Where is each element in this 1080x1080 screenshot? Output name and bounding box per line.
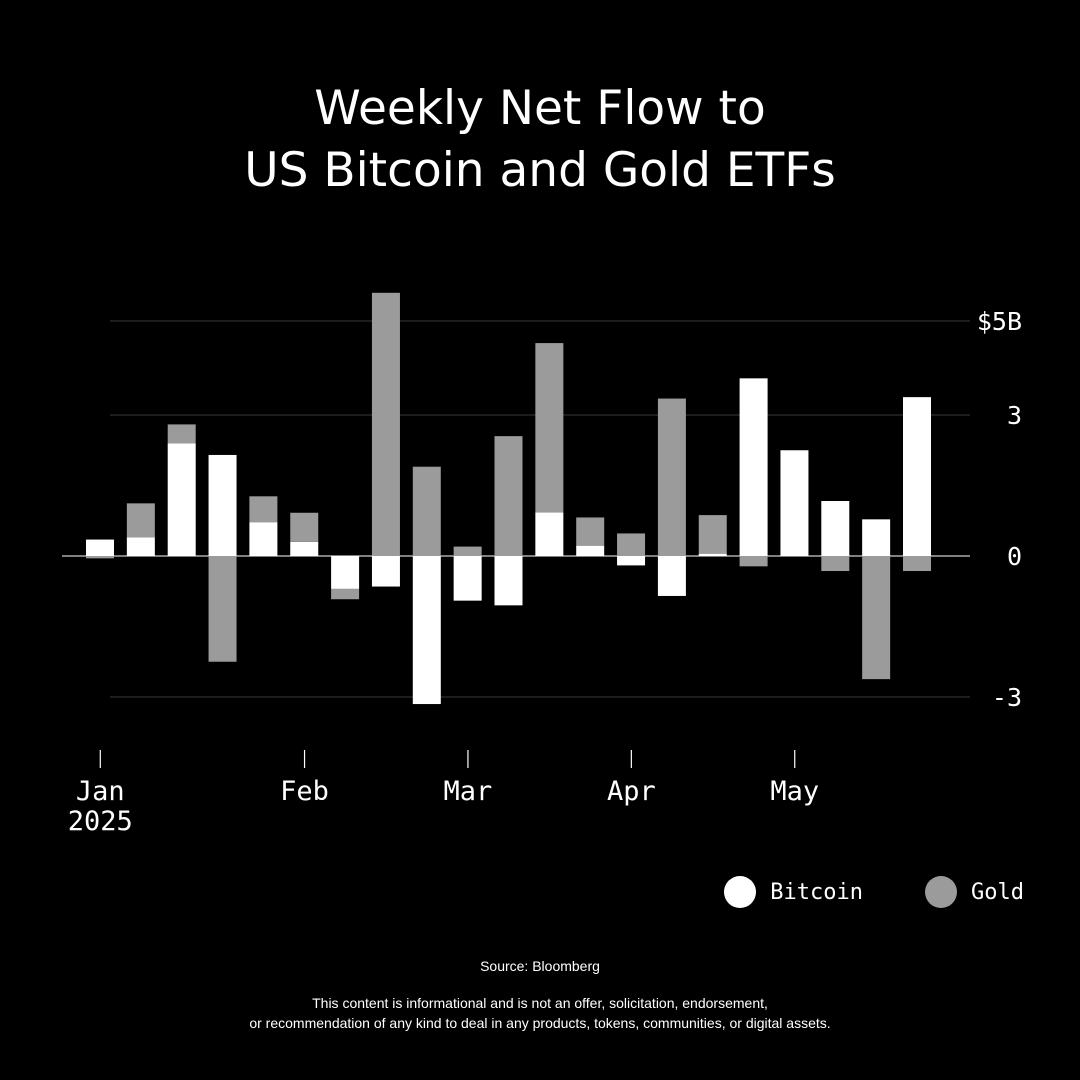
bar-gold-14 xyxy=(657,398,686,556)
legend-item-bitcoin: Bitcoin xyxy=(724,876,863,908)
bar-bitcoin-6 xyxy=(331,556,360,589)
bar-gold-15 xyxy=(698,515,727,554)
disclaimer: This content is informational and is not… xyxy=(0,993,1080,1033)
bar-gold-20 xyxy=(903,556,931,572)
disclaimer-line-2: or recommendation of any kind to deal in… xyxy=(249,1015,831,1031)
bar-bitcoin-11 xyxy=(535,512,564,556)
bar-gold-7 xyxy=(371,292,400,556)
x-tick-label: May xyxy=(770,776,819,807)
bar-gold-8 xyxy=(412,466,441,556)
y-tick-label: 3 xyxy=(1007,401,1022,430)
bar-gold-10 xyxy=(494,436,523,556)
bar-bitcoin-20 xyxy=(903,397,931,556)
bar-gold-5 xyxy=(290,512,319,542)
legend: Bitcoin Gold xyxy=(662,876,1024,908)
bar-gold-18 xyxy=(821,556,850,572)
x-tick-label: Jan xyxy=(76,776,125,807)
bar-gold-6 xyxy=(331,588,360,600)
bar-bitcoin-0 xyxy=(86,539,114,556)
legend-label-gold: Gold xyxy=(971,879,1024,905)
bar-gold-2 xyxy=(167,424,196,444)
x-tick-sublabel: 2025 xyxy=(68,806,133,837)
bar-bitcoin-7 xyxy=(371,556,400,587)
y-tick-label: 0 xyxy=(1007,542,1022,571)
bar-bitcoin-12 xyxy=(576,545,605,556)
bar-bitcoin-9 xyxy=(453,556,482,601)
chart-title: Weekly Net Flow to US Bitcoin and Gold E… xyxy=(0,78,1080,202)
bar-bitcoin-10 xyxy=(494,556,523,606)
chart-title-line-1: Weekly Net Flow to xyxy=(314,81,766,136)
legend-swatch-gold xyxy=(925,876,958,908)
bar-bitcoin-3 xyxy=(208,454,237,556)
x-tick-label: Mar xyxy=(444,776,493,807)
bar-bitcoin-17 xyxy=(780,450,809,556)
legend-swatch-bitcoin xyxy=(724,876,757,908)
bar-bitcoin-19 xyxy=(862,519,891,556)
bar-bitcoin-5 xyxy=(290,541,319,556)
legend-label-bitcoin: Bitcoin xyxy=(770,879,864,905)
bar-bitcoin-15 xyxy=(698,553,727,556)
bar-bitcoin-18 xyxy=(821,501,850,556)
legend-item-gold: Gold xyxy=(925,876,1024,908)
bar-gold-0 xyxy=(86,556,114,559)
bar-bitcoin-2 xyxy=(167,443,196,556)
bar-gold-9 xyxy=(453,546,482,556)
source-note: Source: Bloomberg xyxy=(480,958,600,974)
bar-gold-4 xyxy=(249,496,278,523)
disclaimer-line-1: This content is informational and is not… xyxy=(312,995,768,1011)
x-tick-label: Feb xyxy=(280,776,329,807)
y-tick-label: -3 xyxy=(992,683,1022,712)
x-tick-label: Apr xyxy=(607,776,656,807)
bar-gold-11 xyxy=(535,343,564,513)
bar-gold-12 xyxy=(576,517,605,546)
bar-gold-1 xyxy=(126,503,155,538)
bar-bitcoin-1 xyxy=(126,537,155,556)
bar-gold-3 xyxy=(208,556,237,662)
bar-gold-19 xyxy=(862,556,891,680)
chart-title-line-2: US Bitcoin and Gold ETFs xyxy=(244,143,836,198)
y-tick-label: $5B xyxy=(977,307,1022,336)
bar-bitcoin-14 xyxy=(657,556,686,596)
bar-gold-16 xyxy=(739,556,768,567)
bar-bitcoin-16 xyxy=(739,378,768,556)
bar-bitcoin-13 xyxy=(617,556,646,566)
bar-bitcoin-8 xyxy=(412,556,441,705)
bar-bitcoin-4 xyxy=(249,522,278,556)
bar-gold-13 xyxy=(617,533,646,556)
